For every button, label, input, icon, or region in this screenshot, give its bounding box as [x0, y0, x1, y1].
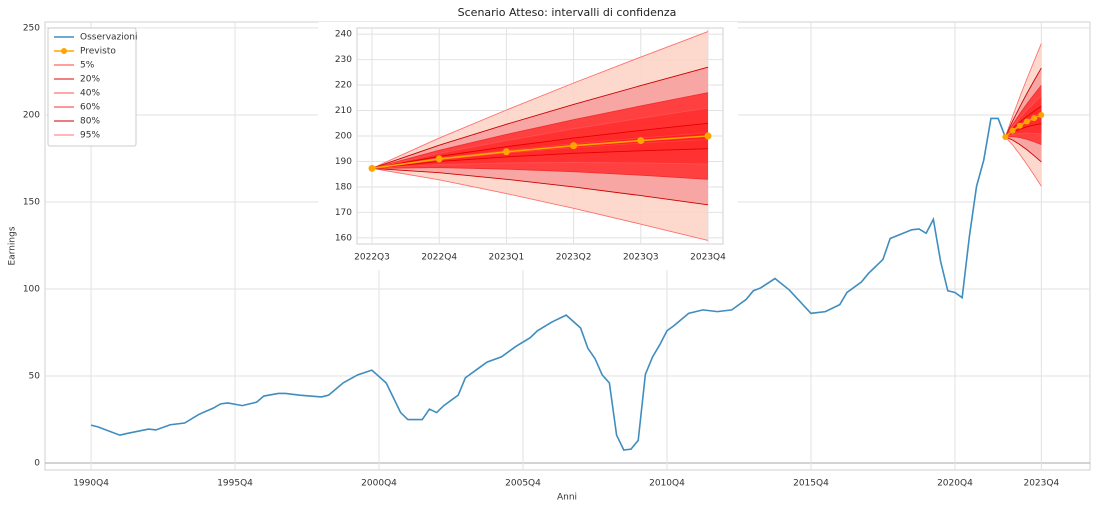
series-point — [704, 132, 712, 140]
band-edge — [1004, 85, 1042, 138]
band-edge — [371, 162, 709, 169]
band-edge — [1005, 132, 1042, 138]
x-tick-label: 2022Q3 — [354, 253, 390, 263]
band-edge — [1005, 136, 1042, 145]
band-edge — [1005, 136, 1042, 187]
series-point — [1038, 111, 1045, 118]
legend-label: 60% — [80, 103, 100, 113]
y-tick-label: 230 — [335, 55, 352, 65]
x-axis-label: Anni — [557, 493, 577, 503]
legend-marker — [61, 48, 67, 54]
x-tick-label: 2005Q4 — [505, 479, 541, 489]
legend-label: Previsto — [80, 47, 116, 57]
y-axis-label: Earnings — [8, 226, 18, 265]
confidence-band — [372, 107, 708, 169]
legend-label: 5% — [80, 61, 95, 71]
y-tick-label: 150 — [23, 197, 40, 207]
x-tick-label: 2015Q4 — [793, 479, 829, 489]
series-line — [371, 135, 709, 170]
series-point — [368, 164, 376, 172]
x-tick-label: 2000Q4 — [361, 479, 397, 489]
band-edge — [371, 167, 709, 206]
series-point — [637, 137, 645, 145]
x-tick-label: 2023Q4 — [690, 253, 726, 263]
x-tick-label: 2022Q4 — [421, 253, 457, 263]
x-tick-label: 2023Q3 — [623, 253, 659, 263]
band-edge — [371, 66, 709, 169]
series-point — [570, 142, 578, 150]
y-tick-label: 170 — [335, 208, 352, 218]
legend-label: 80% — [80, 117, 100, 127]
series-point — [502, 148, 510, 156]
band-edge — [371, 107, 709, 169]
band-edge — [1004, 43, 1042, 138]
x-tick-label: 2010Q4 — [649, 479, 685, 489]
y-tick-label: 160 — [335, 233, 352, 243]
legend-label: Osservazioni — [80, 33, 137, 43]
band-edge — [1005, 136, 1042, 163]
x-tick-label: 2023Q2 — [556, 253, 592, 263]
series-point — [435, 155, 443, 163]
y-tick-label: 0 — [34, 459, 40, 469]
y-tick-label: 250 — [23, 23, 40, 33]
series-point — [1023, 118, 1030, 125]
x-tick-label: 2020Q4 — [937, 479, 973, 489]
y-tick-label: 180 — [335, 182, 352, 192]
series-point — [1031, 115, 1038, 122]
band-edge — [371, 92, 709, 169]
legend-label: 20% — [80, 75, 100, 85]
y-tick-label: 200 — [335, 132, 352, 142]
band-edge — [371, 148, 709, 169]
band-edge — [371, 167, 709, 241]
band-edge — [371, 167, 709, 180]
band-edge — [371, 122, 709, 169]
x-tick-label: 2023Q4 — [1023, 479, 1059, 489]
plot: 160 170 180 190 200 210 220 230 240 2022Q3 2022Q4 2… — [318, 22, 738, 270]
x-tick-label: 1995Q4 — [217, 479, 253, 489]
series-point — [1016, 122, 1023, 129]
band-edge — [1004, 67, 1042, 138]
chart-title: Scenario Atteso: intervalli di confidenz… — [458, 6, 677, 19]
y-tick-label: 210 — [335, 106, 352, 116]
y-tick-label: 190 — [335, 157, 352, 167]
y-tick-label: 240 — [335, 30, 352, 40]
series-line — [90, 117, 1007, 451]
y-tick-label: 200 — [23, 110, 40, 120]
y-tick-label: 100 — [23, 284, 40, 294]
band-edge — [371, 31, 709, 169]
legend-label: 40% — [80, 89, 100, 99]
series-point — [1009, 127, 1016, 134]
legend-label: 95% — [80, 131, 100, 141]
x-tick-label: 2023Q1 — [489, 253, 525, 263]
series-point — [1002, 134, 1009, 141]
legend-box — [47, 27, 137, 147]
y-tick-label: 220 — [335, 81, 352, 91]
x-tick-label: 1990Q4 — [73, 479, 109, 489]
y-tick-label: 50 — [29, 372, 41, 382]
